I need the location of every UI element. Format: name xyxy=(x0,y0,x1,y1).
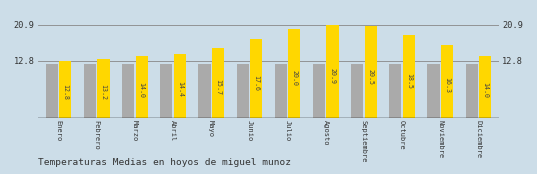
Bar xyxy=(441,45,453,118)
Bar xyxy=(365,26,377,118)
Text: 13.2: 13.2 xyxy=(100,84,106,100)
Bar xyxy=(212,48,224,118)
Bar xyxy=(466,65,478,118)
Bar xyxy=(97,59,110,118)
Bar xyxy=(59,61,71,118)
Text: 20.9: 20.9 xyxy=(330,68,336,84)
Text: 14.0: 14.0 xyxy=(482,82,488,98)
Bar xyxy=(173,54,186,118)
Text: 14.0: 14.0 xyxy=(139,82,144,98)
Text: 15.7: 15.7 xyxy=(215,79,221,95)
Bar xyxy=(313,65,325,118)
Bar xyxy=(326,25,338,118)
Text: Temperaturas Medias en hoyos de miguel munoz: Temperaturas Medias en hoyos de miguel m… xyxy=(38,158,291,167)
Text: 14.4: 14.4 xyxy=(177,81,183,97)
Text: 20.5: 20.5 xyxy=(368,69,374,85)
Bar xyxy=(46,65,58,118)
Bar xyxy=(237,65,249,118)
Bar xyxy=(479,56,491,118)
Bar xyxy=(122,65,134,118)
Text: 20.0: 20.0 xyxy=(291,70,297,86)
Bar xyxy=(135,56,148,118)
Bar xyxy=(427,65,440,118)
Bar xyxy=(403,35,415,118)
Bar xyxy=(199,65,211,118)
Text: 18.5: 18.5 xyxy=(406,73,412,89)
Bar xyxy=(389,65,402,118)
Text: 16.3: 16.3 xyxy=(444,77,450,93)
Bar xyxy=(351,65,364,118)
Bar xyxy=(275,65,287,118)
Bar xyxy=(288,29,300,118)
Bar xyxy=(160,65,172,118)
Text: 12.8: 12.8 xyxy=(62,85,68,100)
Bar xyxy=(84,65,96,118)
Bar xyxy=(250,39,262,118)
Text: 17.6: 17.6 xyxy=(253,75,259,91)
